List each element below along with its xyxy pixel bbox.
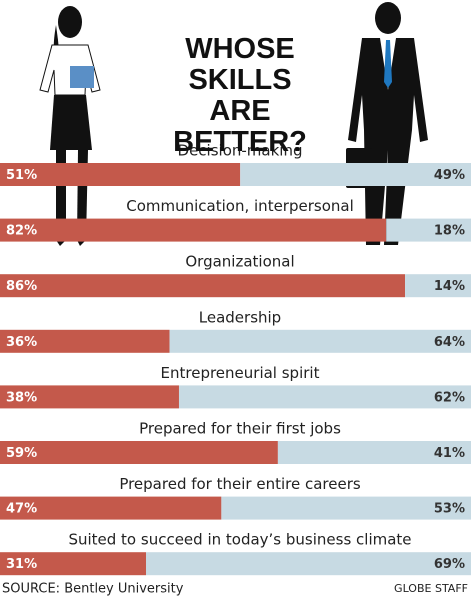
category-label: Suited to succeed in today’s business cl… [68,531,411,549]
value-label: 18% [434,224,465,239]
value-label: 69% [434,557,465,572]
bar-segment [221,496,471,520]
bar-segment [0,496,222,520]
value-label: 14% [434,279,465,294]
value-label: 62% [434,390,465,405]
value-label: 49% [434,168,465,183]
bar-segment [0,274,406,298]
bar-segment [0,385,179,409]
value-label: 59% [6,446,37,461]
credit: GLOBE STAFF [394,582,468,595]
bar-segment [277,441,471,464]
category-label: Communication, interpersonal [126,197,354,215]
value-label: 36% [6,335,37,350]
category-label: Prepared for their first jobs [139,420,341,438]
category-label: Entrepreneurial spirit [161,364,320,382]
category-label: Decision-making [178,142,303,160]
man-silhouette [346,2,428,245]
bar-segment [386,218,471,242]
category-label: Leadership [199,308,281,326]
bar-segment [178,385,471,409]
bar-segment [146,552,471,576]
value-label: 38% [6,390,37,405]
value-label: 86% [6,279,37,294]
bar-segment [240,163,471,186]
value-label: 51% [6,168,37,183]
source: SOURCE: Bentley University [2,582,184,597]
value-label: 64% [434,335,465,350]
value-label: 82% [6,224,37,239]
value-label: 31% [6,557,37,572]
value-label: 47% [6,502,37,517]
bar-segment [0,218,387,242]
chart-title: WHOSE SKILLS ARE BETTER? [173,33,307,158]
bar-segment [0,163,241,186]
woman-silhouette [39,6,101,246]
bar-segment [0,329,170,353]
bar-segment [0,552,147,576]
category-label: Prepared for their entire careers [119,475,361,493]
value-label: 53% [434,502,465,517]
bar-segment [0,441,278,464]
category-label: Organizational [185,253,294,271]
bar-segment [405,274,471,298]
value-label: 41% [434,446,465,461]
bar-segment [169,329,471,353]
